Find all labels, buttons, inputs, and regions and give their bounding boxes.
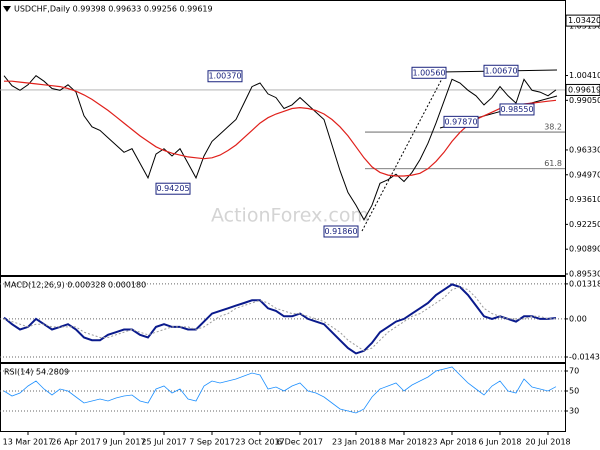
x-tick-label: 7 Sep 2017 bbox=[189, 438, 235, 447]
y-tick-label: -0.014339 bbox=[569, 352, 600, 361]
panel-frame bbox=[0, 0, 566, 276]
y-tick-label: 0.93610 bbox=[569, 195, 600, 204]
panel-title: USDCHF,Daily 0.99398 0.99633 0.99256 0.9… bbox=[14, 5, 213, 14]
y-tick-label: 0.013184 bbox=[569, 279, 600, 288]
series-line bbox=[3, 283, 557, 355]
x-tick-label: 25 Jul 2017 bbox=[141, 438, 186, 447]
price-box bbox=[565, 83, 600, 96]
y-tick-label: 0.00 bbox=[569, 314, 587, 323]
x-tick-label: 20 Jul 2018 bbox=[525, 438, 570, 447]
retracement-line bbox=[361, 72, 446, 232]
annotation-box bbox=[499, 103, 535, 116]
y-tick-label: 0.96330 bbox=[569, 145, 600, 154]
fib-label: 61.8 bbox=[544, 159, 562, 168]
series-line bbox=[3, 366, 557, 414]
x-tick-label: 6 Dec 2017 bbox=[277, 438, 323, 447]
panel-title: RSI(14) 54.2809 bbox=[4, 368, 69, 377]
y-tick-label: 50 bbox=[569, 387, 579, 396]
annotation-box bbox=[207, 70, 243, 83]
annotation-label: 1.00670 bbox=[484, 66, 517, 75]
annotation-box bbox=[155, 182, 191, 195]
fib-label: 38.2 bbox=[544, 123, 562, 132]
panel-frame bbox=[0, 276, 566, 363]
y-tick-label: 0.90890 bbox=[569, 245, 600, 254]
y-tick-label: 0.94970 bbox=[569, 170, 600, 179]
panel-frame bbox=[0, 363, 566, 432]
panel-title: MACD(12,26,9) 0.000328 0.000180 bbox=[4, 281, 146, 290]
annotation-box bbox=[411, 66, 447, 79]
y-tick-label: 30 bbox=[569, 407, 579, 416]
annotation-label: 1.00560 bbox=[412, 68, 445, 77]
y-tick-label: 70 bbox=[569, 367, 579, 376]
x-tick-label: 23 Jan 2018 bbox=[332, 438, 380, 447]
x-tick-label: 9 Jun 2017 bbox=[102, 438, 145, 447]
price-box-label: 0.99619 bbox=[568, 85, 600, 94]
annotation-label: 0.91860 bbox=[324, 227, 357, 236]
x-tick-label: 13 Mar 2017 bbox=[3, 438, 54, 447]
annotation-label: 0.94205 bbox=[156, 184, 189, 193]
series-line bbox=[4, 80, 557, 177]
annotation-label: 0.97870 bbox=[444, 117, 477, 126]
annotation-label: 1.00370 bbox=[208, 72, 241, 81]
annotation-box bbox=[323, 225, 359, 238]
price-box bbox=[565, 14, 600, 27]
y-tick-label: 0.92250 bbox=[569, 220, 600, 229]
price-box-label: 1.03420 bbox=[568, 16, 600, 25]
series-line bbox=[3, 286, 557, 352]
y-tick-label: 0.89530 bbox=[569, 269, 600, 278]
x-tick-label: 23 Oct 2017 bbox=[235, 438, 284, 447]
annotation-box bbox=[443, 115, 479, 128]
annotation-box bbox=[483, 64, 519, 77]
annotation-label: 0.98550 bbox=[500, 105, 533, 114]
watermark: ActionForex.com bbox=[211, 205, 369, 227]
x-tick-label: 6 Jun 2018 bbox=[478, 438, 521, 447]
series-line bbox=[3, 75, 557, 221]
x-tick-label: 8 Mar 2018 bbox=[381, 438, 427, 447]
y-tick-label: 0.99050 bbox=[569, 96, 600, 105]
x-tick-label: 23 Apr 2018 bbox=[427, 438, 476, 447]
x-tick-label: 26 Apr 2017 bbox=[51, 438, 100, 447]
title-arrow bbox=[3, 6, 11, 12]
y-tick-label: 1.00410 bbox=[569, 71, 600, 80]
